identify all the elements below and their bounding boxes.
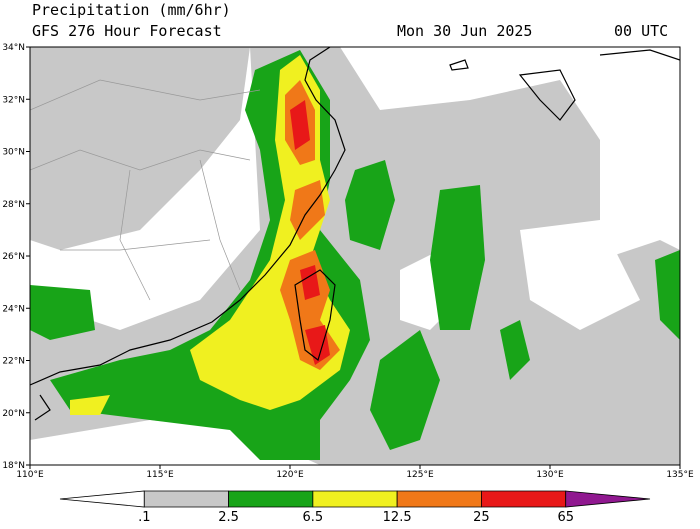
- colorbar-segment: [312, 490, 398, 508]
- lon-label: 120°E: [276, 470, 304, 480]
- colorbar-label: 25: [473, 510, 490, 525]
- colorbar-label: 65: [557, 510, 574, 525]
- colorbar-label: 2.5: [218, 510, 239, 525]
- axes: 18°N 20°N 22°N 24°N 26°N 28°N 30°N 32°N 34°N 110°…: [2, 43, 694, 480]
- colorbar-label: 12.5: [383, 510, 412, 525]
- lat-label: 28°N: [2, 200, 25, 210]
- map-field: [30, 47, 680, 465]
- colorbar-segment: [143, 490, 229, 508]
- lat-label: 24°N: [2, 304, 25, 314]
- title: Precipitation (mm/6hr): [32, 1, 231, 19]
- lon-label: 115°E: [146, 470, 174, 480]
- lon-label: 110°E: [16, 470, 44, 480]
- lon-label: 135°E: [666, 470, 694, 480]
- lat-label: 30°N: [2, 148, 25, 158]
- lon-label: 130°E: [536, 470, 564, 480]
- lat-label: 22°N: [2, 357, 25, 367]
- colorbar-label: .1: [138, 510, 150, 525]
- colorbar-segment: [481, 490, 567, 508]
- subtitle: GFS 276 Hour Forecast: [32, 22, 222, 40]
- colorbar-segment: [565, 490, 651, 508]
- colorbar-segment: [59, 490, 145, 508]
- lon-label: 125°E: [406, 470, 434, 480]
- lat-label: 34°N: [2, 43, 25, 53]
- date: Mon 30 Jun 2025: [397, 22, 532, 40]
- lat-label: 32°N: [2, 95, 25, 105]
- colorbar: .1 2.5 6.5 12.5 25 65: [59, 490, 651, 525]
- lat-label: 20°N: [2, 409, 25, 419]
- colorbar-label: 6.5: [303, 510, 324, 525]
- lat-label: 18°N: [2, 461, 25, 471]
- time: 00 UTC: [614, 22, 668, 40]
- lat-label: 26°N: [2, 252, 25, 262]
- colorbar-segment: [396, 490, 482, 508]
- colorbar-segment: [228, 490, 314, 508]
